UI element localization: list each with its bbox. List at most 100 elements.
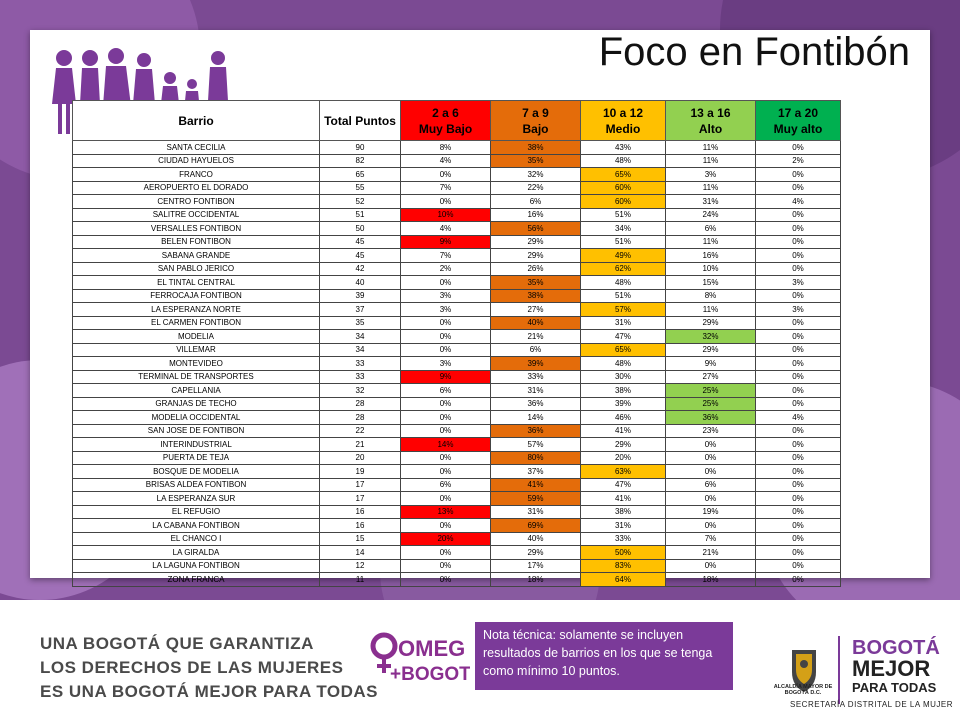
percent-cell: 31% — [580, 518, 666, 533]
percent-cell: 25% — [665, 396, 756, 411]
percent-cell: 0% — [665, 491, 756, 506]
table-row: EL REFUGIO 16 13% 31% 38% 19% 0% — [72, 504, 841, 519]
table-row: EL TINTAL CENTRAL 40 0% 35% 48% 15% 3% — [72, 275, 841, 290]
percent-cell: 0% — [755, 423, 841, 438]
percent-cell: 51% — [580, 234, 666, 249]
barrio-cell: CIUDAD HAYUELOS — [72, 153, 320, 168]
percent-cell: 20% — [400, 531, 491, 546]
percent-cell: 36% — [665, 410, 756, 425]
percent-cell: 48% — [580, 153, 666, 168]
percent-cell: 0% — [665, 437, 756, 452]
bogota-mejor-para-todas-logo: BOGOTÁ MEJOR PARA TODAS — [852, 636, 940, 695]
percent-cell: 0% — [755, 207, 841, 222]
percent-cell: 0% — [755, 491, 841, 506]
percent-cell: 3% — [665, 167, 756, 182]
percent-cell: 41% — [580, 423, 666, 438]
barrio-cell: BOSQUE DE MODELIA — [72, 464, 320, 479]
percent-cell: 49% — [580, 248, 666, 263]
percent-cell: 0% — [665, 450, 756, 465]
percent-cell: 47% — [580, 477, 666, 492]
barrio-cell: ZONA FRANCA — [72, 572, 320, 587]
percent-cell: 69% — [490, 518, 581, 533]
percent-cell: 9% — [665, 356, 756, 371]
total-cell: 45 — [319, 248, 401, 263]
barrio-cell: VERSALLES FONTIBON — [72, 221, 320, 236]
percent-cell: 57% — [490, 437, 581, 452]
percent-cell: 6% — [665, 221, 756, 236]
percent-cell: 25% — [665, 383, 756, 398]
column-header-line: 17 a 20 — [777, 105, 819, 120]
table-row: BOSQUE DE MODELIA 19 0% 37% 63% 0% 0% — [72, 464, 841, 479]
total-cell: 35 — [319, 315, 401, 330]
column-header-line: 10 a 12 — [602, 105, 644, 120]
omeg-bogota-logo: OMEG +BOGOTÁ — [370, 632, 470, 685]
barrio-cell: SALITRE OCCIDENTAL — [72, 207, 320, 222]
percent-cell: 20% — [580, 450, 666, 465]
barrio-cell: EL CARMEN FONTIBON — [72, 315, 320, 330]
percent-cell: 38% — [580, 504, 666, 519]
percent-cell: 30% — [580, 369, 666, 384]
percent-cell: 3% — [400, 356, 491, 371]
percent-cell: 48% — [580, 275, 666, 290]
barrio-cell: AEROPUERTO EL DORADO — [72, 180, 320, 195]
table-row: LA LAGUNA FONTIBON 12 0% 17% 83% 0% 0% — [72, 558, 841, 573]
percent-cell: 0% — [400, 464, 491, 479]
table-row: MODELIA 34 0% 21% 47% 32% 0% — [72, 329, 841, 344]
percent-cell: 10% — [400, 207, 491, 222]
percent-cell: 39% — [580, 396, 666, 411]
percent-cell: 18% — [490, 572, 581, 587]
barrio-cell: SAN JOSE DE FONTIBON — [72, 423, 320, 438]
percent-cell: 0% — [755, 572, 841, 587]
slogan-line: ES UNA BOGOTÁ MEJOR PARA TODAS — [40, 682, 379, 701]
slogan-line: UNA BOGOTÁ QUE GARANTIZA — [40, 634, 314, 653]
percent-cell: 29% — [490, 234, 581, 249]
table-row: BELEN FONTIBON 45 9% 29% 51% 11% 0% — [72, 234, 841, 249]
percent-cell: 0% — [665, 464, 756, 479]
column-header-line: Alto — [698, 121, 723, 136]
percent-cell: 2% — [400, 261, 491, 276]
total-cell: 28 — [319, 396, 401, 411]
total-cell: 82 — [319, 153, 401, 168]
percent-cell: 36% — [490, 423, 581, 438]
total-cell: 37 — [319, 302, 401, 317]
table-row: SABANA GRANDE 45 7% 29% 49% 16% 0% — [72, 248, 841, 263]
percent-cell: 36% — [490, 396, 581, 411]
total-cell: 28 — [319, 410, 401, 425]
column-header-line: 7 a 9 — [522, 105, 549, 120]
percent-cell: 0% — [755, 180, 841, 195]
column-header-line: Muy Bajo — [418, 121, 473, 136]
column-header-line: Bajo — [522, 121, 549, 136]
percent-cell: 0% — [755, 558, 841, 573]
percent-cell: 29% — [490, 248, 581, 263]
total-cell: 20 — [319, 450, 401, 465]
percent-cell: 64% — [580, 572, 666, 587]
percent-cell: 2% — [755, 153, 841, 168]
percent-cell: 6% — [400, 477, 491, 492]
percent-cell: 3% — [755, 275, 841, 290]
percent-cell: 18% — [665, 572, 756, 587]
percent-cell: 0% — [400, 396, 491, 411]
percent-cell: 29% — [665, 342, 756, 357]
percent-cell: 0% — [400, 491, 491, 506]
percent-cell: 35% — [490, 153, 581, 168]
percent-cell: 0% — [755, 383, 841, 398]
omeg-logo-sub: +BOGOTÁ — [390, 663, 470, 685]
table-row: VILLEMAR 34 0% 6% 65% 29% 0% — [72, 342, 841, 357]
table-row: CIUDAD HAYUELOS 82 4% 35% 48% 11% 2% — [72, 153, 841, 168]
barrio-cell: TERMINAL DE TRANSPORTES — [72, 369, 320, 384]
column-header-line: Medio — [605, 121, 641, 136]
percent-cell: 11% — [665, 180, 756, 195]
percent-cell: 31% — [665, 194, 756, 209]
percent-cell: 11% — [665, 234, 756, 249]
percent-cell: 14% — [490, 410, 581, 425]
percent-cell: 0% — [755, 288, 841, 303]
percent-cell: 35% — [490, 275, 581, 290]
total-cell: 40 — [319, 275, 401, 290]
percent-cell: 37% — [490, 464, 581, 479]
percent-cell: 0% — [755, 369, 841, 384]
percent-cell: 7% — [400, 248, 491, 263]
total-cell: 22 — [319, 423, 401, 438]
alcaldia-label: ALCALDÍA MAYOR DE BOGOTÁ D.C. — [773, 684, 833, 696]
percent-cell: 0% — [400, 410, 491, 425]
total-cell: 19 — [319, 464, 401, 479]
